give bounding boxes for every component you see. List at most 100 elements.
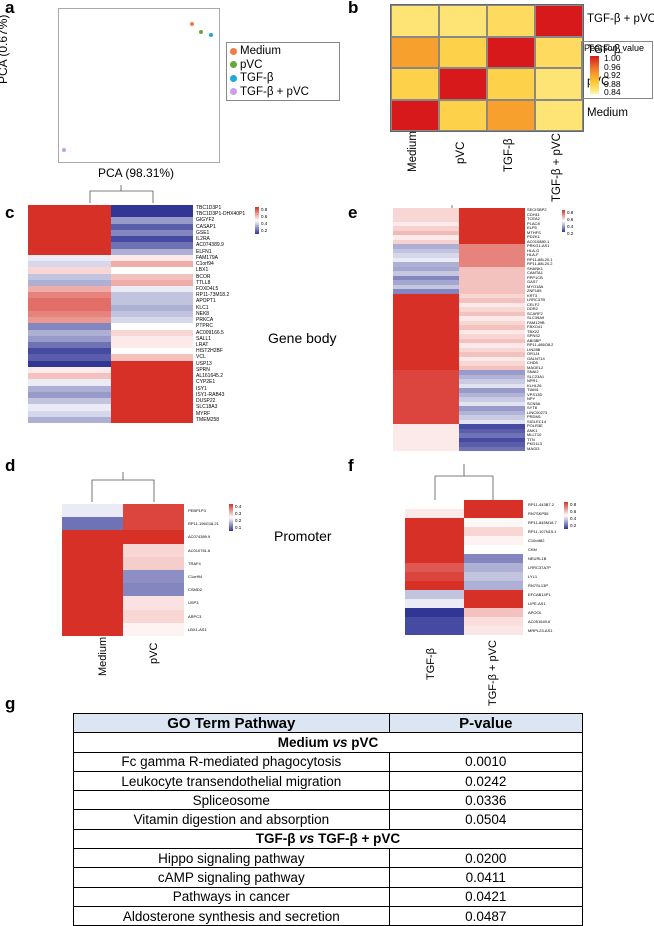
heatmap-c-gene-label: VCL [196,354,206,361]
heatmap-e-cell [393,248,460,254]
correlation-col-labels: Medium pVC TGF-β TGF-β + pVC [390,131,582,204]
heatmap-f-tick: 0.6 [570,509,577,514]
heatmap-c-cell [110,248,194,256]
heatmap-e-cell [459,307,526,312]
correlation-cell [391,68,439,100]
heatmap-f-gene-label: EFCAB14P1 [528,592,551,597]
heatmap-c-cell [110,391,194,399]
heatmap-d-cell [123,622,185,637]
panel-letter-e: e [348,203,358,222]
heatmap-e-cell [393,433,460,438]
heatmap-f-cell [405,563,465,573]
pearson-legend: Pearson_value 1.00 0.96 0.92 0.88 0.84 [581,41,653,99]
heatmap-e-gene-label: CHD5 [527,360,538,365]
heatmap-e-cell [459,406,526,411]
heatmap-e-cell [393,311,460,317]
heatmap-c-cell [28,211,111,218]
heatmap-c-gene-label: FOXD4L5 [196,285,219,292]
go-table-row: Hippo signaling pathway 0.0200 [73,848,584,869]
heatmap-e-gene-label: SCN5A [527,400,541,406]
pearson-legend-tick: 0.84 [604,87,621,97]
heatmap-e-cell [393,275,460,281]
heatmap-e-cell [459,334,526,339]
heatmap-c-cell [110,261,194,268]
heatmap-f-tick: 0.8 [570,502,577,507]
heatmap-c-cell [28,242,111,249]
heatmap-e-cell [393,212,460,218]
heatmap-d-gene-label: CSMD2 [188,587,203,593]
correlation-col-label: TGF-β [503,138,515,172]
heatmap-c-cell [28,317,111,324]
heatmap-c-cell [28,205,111,212]
heatmap-e-gene-label: GALNT14 [527,355,545,361]
heatmap-e [393,208,526,452]
heatmap-c-cell [28,273,111,281]
heatmap-e-cell [393,374,460,380]
heatmap-c-cell [110,317,194,324]
heatmap-c-gene-label: PRKCA [196,317,214,324]
heatmap-e-gene-label: POLR3E [527,423,543,428]
heatmap-e-cell [459,298,526,303]
heatmap-f-cell [405,626,465,636]
heatmap-e-cell [459,415,526,420]
heatmap-f-gene-label: LIPE-AS1 [528,601,546,606]
heatmap-e-cell [459,352,526,357]
panel-letter-g: g [5,694,16,713]
pca-legend-label: TGF-β + pVC [240,85,309,98]
heatmap-e-gene-label: SNAI2 [527,369,539,374]
heatmap-c-cell [110,205,194,212]
heatmap-c-colorbar [255,207,259,234]
heatmap-e-colorbar [562,210,565,232]
heatmap-e-gene-label: RP11-486O8.2 [527,342,554,347]
heatmap-f-gene-label: RN7SKP55 [528,511,549,516]
heatmap-e-cell [393,388,460,393]
heatmap-f-gene-label: NEURL1B [528,556,547,561]
heatmap-f-gene-label: RN7SL13P [528,583,549,588]
heatmap-e-gene-label: MAGEL2 [527,364,544,370]
heatmap-e-cell [459,437,526,443]
heatmap-f-gene-label: MRPL23-AS1 [528,628,553,633]
pca-point [199,29,204,34]
heatmap-c-cell [110,279,194,287]
heatmap-f-cell [405,527,465,537]
heatmap-e-gene-label: MAGI3 [527,445,540,451]
correlation-cell [439,36,487,68]
heatmap-c-cell [28,342,111,349]
go-section-row: Medium vs pVC [73,732,583,753]
heatmap-e-gene-label: ABI3BP [527,337,542,343]
heatmap-e-cell [459,302,526,308]
heatmap-e-cell [393,266,460,272]
go-pathway-cell: Leukocyte transendothelial migration [73,770,390,792]
heatmap-d-xlabel-medium: Medium [97,636,109,676]
heatmap-d-cell [123,583,185,597]
go-table-body: Medium vs pVC Fc gamma R-mediated phagocy… [73,732,584,926]
heatmap-c-cell [110,285,194,293]
heatmap-e-cell [459,244,526,249]
heatmap-c-cell [28,398,111,405]
heatmap-c-gene-label: AC009166.5 [196,329,224,336]
heatmap-e-gene-label: CAMTA1 [527,270,543,275]
heatmap-f-cell [405,509,465,519]
heatmap-e-cell [393,329,460,335]
heatmap-c-cell [110,273,194,281]
heatmap-e-cell [393,221,460,227]
heatmap-c-cell [110,211,194,218]
heatmap-e-cell [459,212,526,218]
heatmap-e-cell [393,307,460,312]
heatmap-f-cell [405,608,465,618]
heatmap-c-cell [28,360,111,368]
heatmap-c-cell [28,236,111,243]
heatmap-e-cell [393,365,460,371]
heatmap-d-gene-label: USP3 [188,600,199,606]
heatmap-e-cell [393,415,460,420]
heatmap-e-gene-label: HLA-F [527,252,539,257]
heatmap-c-gene-label: ELFN1 [196,248,212,255]
heatmap-d-cell [62,556,124,571]
heatmap-d-cell [62,570,124,584]
heatmap-c-cell [110,366,194,374]
heatmap-e-cell [393,271,460,276]
heatmap-e-gene-labels: SECISBP2 CDH11 TCEA2 PLAC8 ELP5 MTHFS PDZK1 AC0… [527,207,572,451]
heatmap-e-cell [459,338,526,344]
heatmap-e-cell [393,338,460,344]
heatmap-d-gene-label: RP11-196G18.21 [188,521,219,527]
